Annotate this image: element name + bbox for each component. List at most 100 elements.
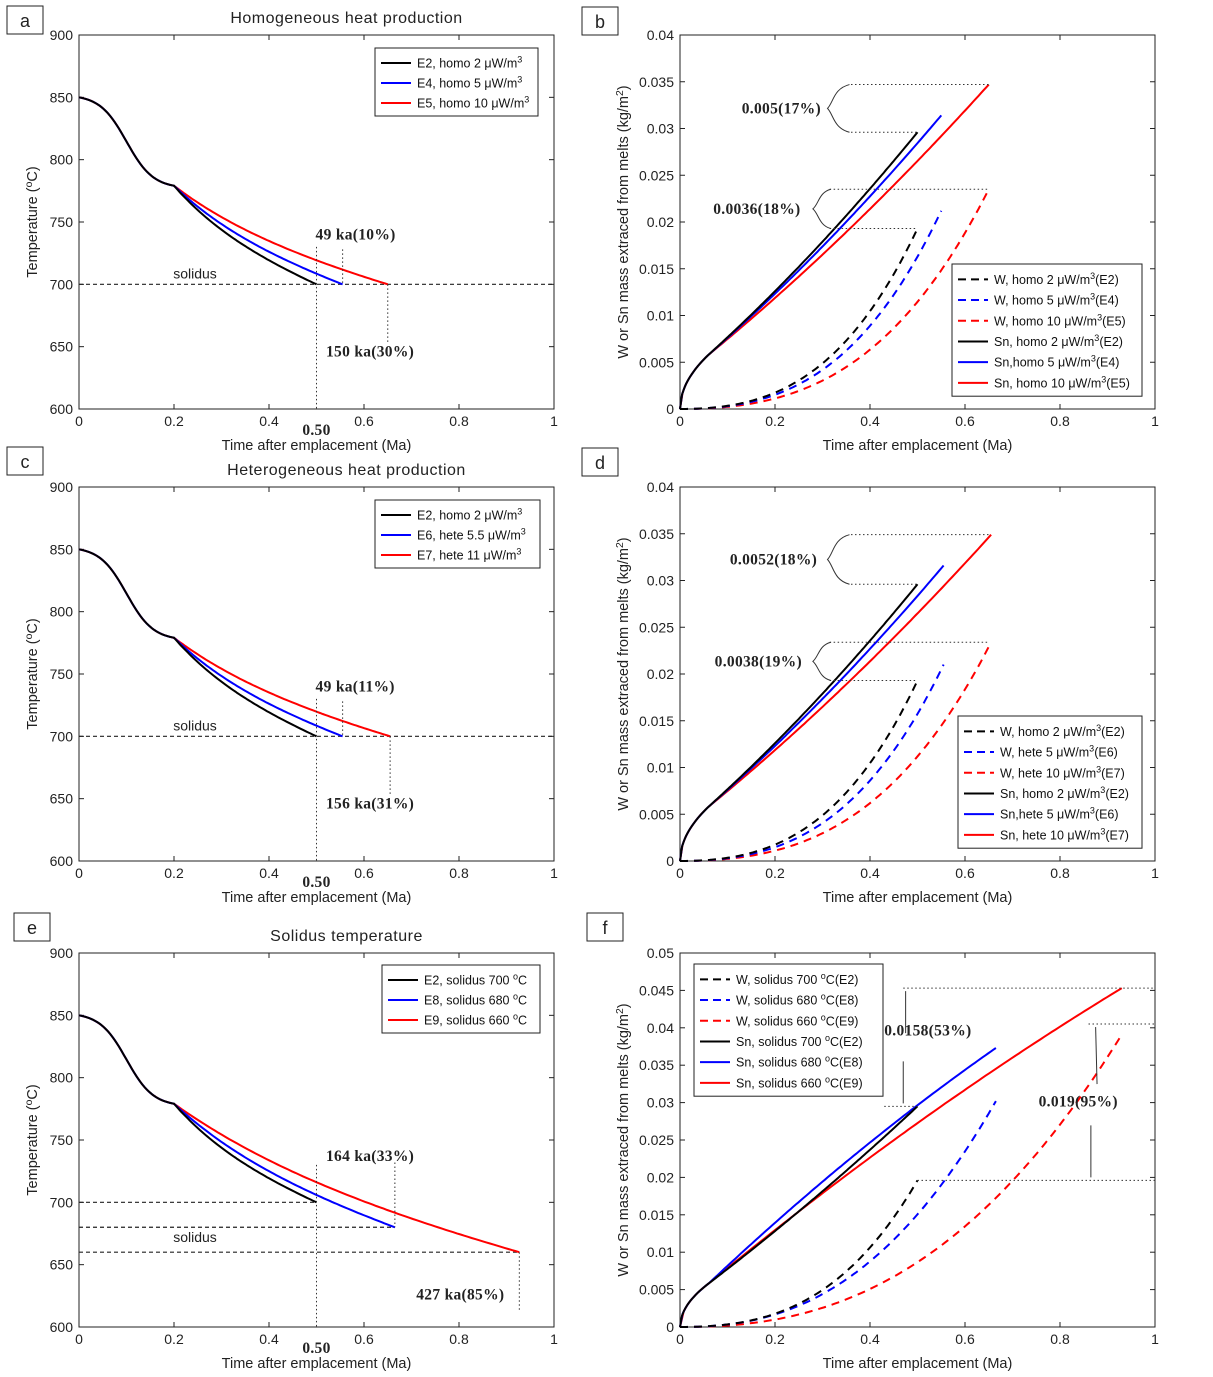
solidus-label: solidus — [173, 265, 217, 281]
y-tick-label: 850 — [50, 89, 74, 105]
panel-label-box — [586, 912, 624, 942]
x-tick-label: 0.8 — [1050, 865, 1070, 881]
legend-label: W, hete 10 μW/m3(E7) — [1000, 764, 1125, 780]
y-tick-label: 600 — [50, 401, 74, 417]
legend-label: E2, homo 2 μW/m3 — [417, 507, 522, 523]
legend-box — [693, 963, 884, 1097]
x-tick-label: 0.6 — [955, 413, 975, 429]
legend-label: Sn, homo 2 μW/m3(E2) — [1000, 785, 1129, 801]
x-tick-label: 0.4 — [259, 865, 279, 881]
x-tick-label: 0.8 — [449, 413, 469, 429]
series-line — [679, 1105, 919, 1328]
y-axis-label: W or Sn mass extraced from melts (kg/m2) — [615, 1003, 632, 1276]
legend-label: W, homo 2 μW/m3(E2) — [994, 271, 1119, 287]
panel-label: a — [20, 11, 31, 31]
y-axis-label: Temperature (oC) — [24, 166, 41, 277]
y-tick-label: 0.02 — [647, 1169, 674, 1185]
annotation: 49 ka(10%) — [316, 226, 396, 243]
x-tick-label: 1 — [550, 865, 558, 881]
y-axis-label: W or Sn mass extraced from melts (kg/m2) — [615, 85, 632, 358]
bracket — [902, 991, 907, 1104]
x-tick-label: 0.2 — [765, 865, 785, 881]
x-tick-label: 0.4 — [860, 865, 880, 881]
x-axis-label: Time after emplacement (Ma) — [823, 438, 1013, 454]
x-axis-label: Time after emplacement (Ma) — [222, 890, 412, 906]
y-tick-label: 0.03 — [647, 1095, 674, 1111]
legend-label: Sn, solidus 680 oC(E8) — [736, 1054, 863, 1070]
x-tick-label: 0 — [75, 1331, 83, 1347]
series-line — [679, 987, 1123, 1328]
panel-label-box — [13, 912, 51, 942]
x-tick-label: 0 — [676, 413, 684, 429]
series-line — [680, 228, 919, 410]
annotation: 0.0036(18%) — [713, 201, 800, 218]
panel-label-box — [6, 5, 44, 35]
bracket — [812, 641, 832, 682]
legend-label: E2, solidus 700 oC — [424, 972, 527, 988]
legend-label: E7, hete 11 μW/m3 — [417, 547, 521, 563]
y-tick-label: 0.045 — [639, 982, 674, 998]
y-tick-label: 700 — [50, 728, 74, 744]
series-line — [679, 114, 943, 410]
y-tick-label: 600 — [50, 853, 74, 869]
series-line — [78, 548, 391, 738]
annotation: 0.50 — [302, 422, 330, 439]
panel-b: 0 0.2 0.4 0.6 0.8 1 0 0.005 0.01 0.015 0.02 0.025 0.… — [581, 6, 1159, 454]
x-tick-label: 1 — [1151, 1331, 1159, 1347]
x-tick-label: 0.2 — [164, 1331, 184, 1347]
legend: W, homo 2 μW/m3(E2) W, hete 5 μW/m3(E6) W,… — [957, 715, 1143, 849]
y-tick-label: 0.02 — [647, 214, 674, 230]
y-tick-label: 0.01 — [647, 760, 674, 776]
bracket — [826, 84, 850, 133]
x-tick-label: 0.2 — [164, 413, 184, 429]
y-axis-label: Temperature (oC) — [24, 618, 41, 729]
y-tick-label: 0.04 — [647, 1020, 674, 1036]
x-tick-label: 1 — [1151, 413, 1159, 429]
x-tick-label: 0.6 — [955, 1331, 975, 1347]
y-tick-label: 0.05 — [647, 945, 674, 961]
y-tick-label: 0.015 — [639, 713, 674, 729]
y-tick-label: 0.035 — [639, 74, 674, 90]
annotation: 0.0158(53%) — [884, 1022, 971, 1039]
bracket — [812, 188, 832, 230]
series-line — [680, 1179, 919, 1328]
legend-label: W, homo 10 μW/m3(E5) — [994, 312, 1126, 328]
legend-label: W, hete 5 μW/m3(E6) — [1000, 744, 1118, 760]
series-line — [78, 96, 317, 286]
y-tick-label: 900 — [50, 945, 74, 961]
y-tick-label: 850 — [50, 1007, 74, 1023]
legend-label: E9, solidus 660 oC — [424, 1012, 527, 1028]
series-line — [679, 564, 945, 862]
panel-title: Heterogeneous heat production — [227, 462, 466, 479]
x-tick-label: 0.8 — [449, 1331, 469, 1347]
panel-title: Solidus temperature — [270, 928, 423, 945]
legend-label: Sn, homo 10 μW/m3(E5) — [994, 374, 1130, 390]
x-tick-label: 0.2 — [765, 413, 785, 429]
legend: W, solidus 700 oC(E2) W, solidus 680 oC(E… — [693, 963, 884, 1097]
annotation: 49 ka(11%) — [316, 678, 395, 695]
series-line — [680, 680, 919, 862]
legend-label: Sn,hete 5 μW/m3(E6) — [1000, 806, 1119, 822]
x-tick-label: 0.4 — [860, 413, 880, 429]
y-tick-label: 650 — [50, 1257, 74, 1273]
annotation: 0.50 — [302, 874, 330, 891]
y-tick-label: 0.03 — [647, 121, 674, 137]
x-tick-label: 0.2 — [164, 865, 184, 881]
legend: E2, homo 2 μW/m3 E6, hete 5.5 μW/m3 E7, he… — [374, 499, 541, 569]
panel-label: d — [595, 453, 605, 473]
y-tick-label: 700 — [50, 276, 74, 292]
bracket — [826, 534, 850, 585]
legend-label: W, solidus 660 oC(E9) — [736, 1012, 858, 1028]
annotation: 164 ka(33%) — [326, 1148, 414, 1165]
y-tick-label: 0.03 — [647, 573, 674, 589]
panel-label: f — [602, 918, 608, 938]
y-tick-label: 0.01 — [647, 308, 674, 324]
y-tick-label: 0.015 — [639, 261, 674, 277]
legend-label: Sn, solidus 660 oC(E9) — [736, 1074, 863, 1090]
panel-a: 0 0.2 0.4 0.6 0.8 1 600 650 700 750 800 850 900 Time … — [6, 5, 558, 454]
x-tick-label: 0.6 — [955, 865, 975, 881]
y-tick-label: 900 — [50, 479, 74, 495]
legend-label: W, solidus 700 oC(E2) — [736, 971, 858, 987]
x-tick-label: 0.2 — [765, 1331, 785, 1347]
